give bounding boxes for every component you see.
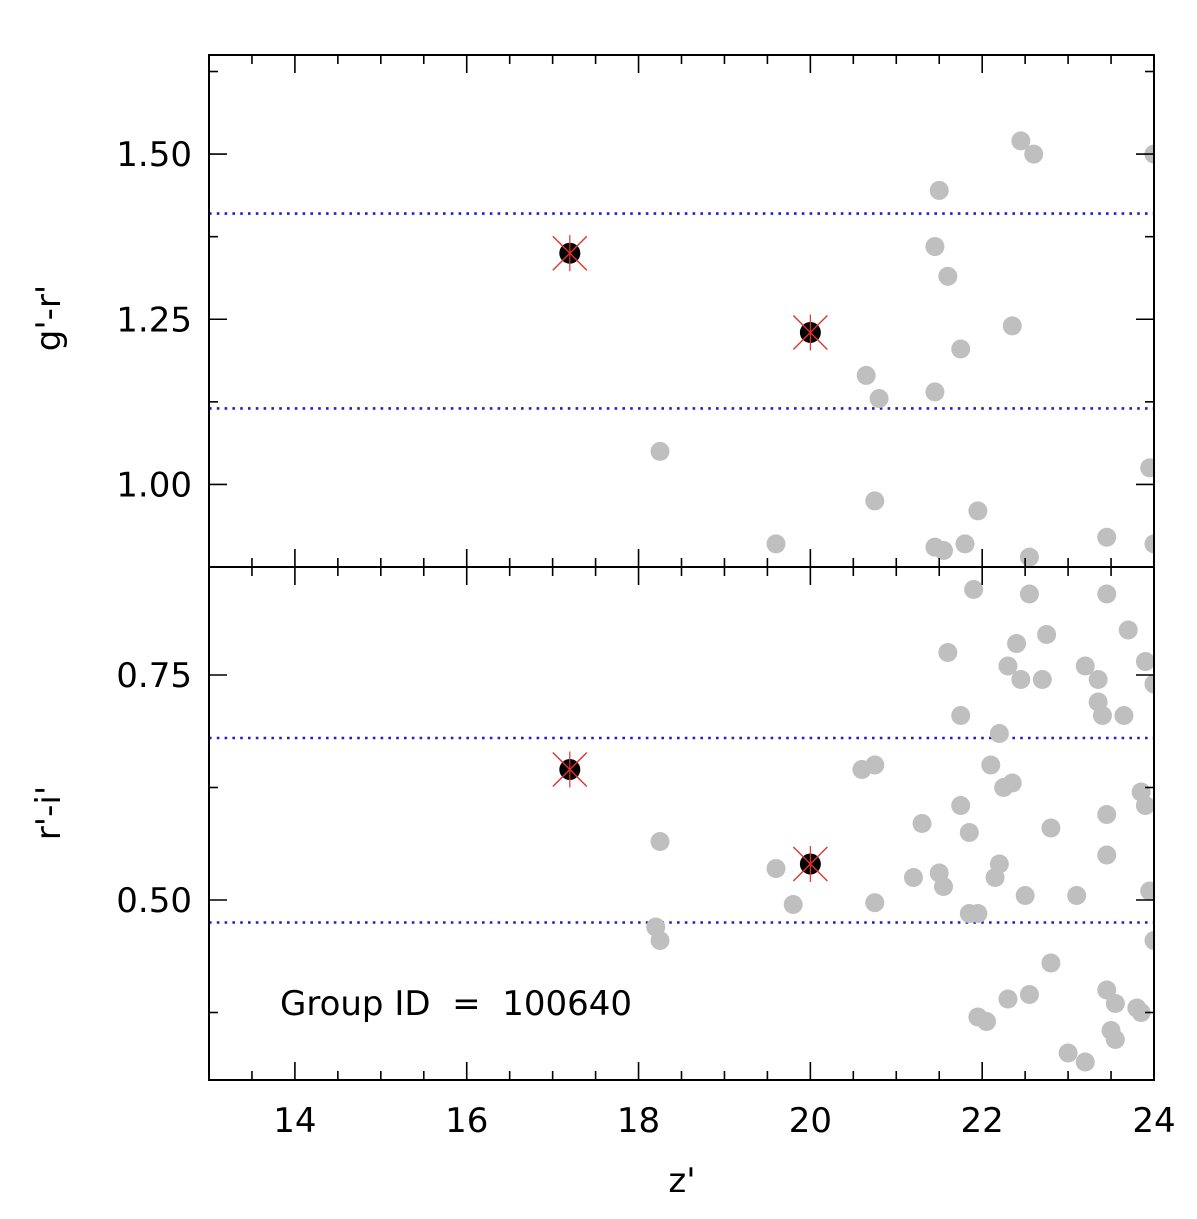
background-point — [951, 796, 971, 815]
background-point — [929, 180, 949, 200]
background-point — [766, 859, 786, 878]
y-axis-label-bottom: r'-i' — [29, 786, 69, 840]
background-point — [925, 382, 945, 402]
background-point — [1032, 670, 1052, 689]
background-point — [1024, 144, 1044, 164]
background-point — [1019, 547, 1039, 567]
x-axis-label: z' — [668, 1161, 695, 1201]
background-point — [981, 755, 1001, 775]
bottom-panel: 14 16 18 20 22 24 0.50 0.75 — [116, 566, 1176, 1141]
y-tick-label: 0.75 — [116, 656, 192, 696]
background-point — [951, 339, 971, 359]
background-point — [989, 724, 1009, 743]
background-point — [1037, 625, 1057, 644]
background-point — [869, 389, 889, 409]
background-point — [938, 643, 958, 662]
background-point — [1019, 985, 1039, 1004]
background-point — [1067, 886, 1087, 905]
background-point — [1105, 994, 1125, 1013]
background-point — [951, 706, 971, 725]
background-point — [1118, 620, 1138, 640]
background-point — [783, 895, 803, 914]
background-point — [1092, 706, 1112, 725]
x-tick-label: 20 — [789, 1101, 832, 1141]
plot-frame — [208, 54, 1155, 568]
background-point — [912, 814, 932, 833]
points-group — [552, 131, 1154, 567]
background-point — [1144, 674, 1154, 694]
background-point — [1002, 773, 1022, 793]
top-panel: 1.00 1.25 1.50 — [116, 54, 1155, 568]
y-tick-label: 1.00 — [116, 465, 192, 505]
background-point — [964, 580, 984, 599]
background-point — [968, 904, 988, 923]
background-point — [1144, 534, 1154, 554]
group-id-annotation: Group ID = 100640 — [280, 984, 632, 1024]
background-point — [856, 365, 876, 385]
background-point — [1114, 706, 1134, 725]
background-point — [1140, 881, 1154, 901]
background-point — [925, 237, 945, 257]
background-point — [1097, 527, 1117, 547]
background-point — [650, 832, 670, 851]
background-point — [959, 823, 979, 842]
background-point — [1041, 953, 1061, 973]
y-tick-label: 0.50 — [116, 881, 192, 921]
background-point — [998, 989, 1018, 1009]
background-point — [1015, 886, 1035, 905]
background-point — [865, 491, 885, 511]
x-tick-label: 18 — [617, 1101, 660, 1141]
background-point — [650, 931, 670, 950]
background-point — [865, 755, 885, 775]
background-point — [938, 266, 958, 286]
background-point — [1011, 670, 1031, 689]
background-point — [1144, 931, 1154, 950]
background-point — [1097, 805, 1117, 824]
background-point — [976, 1012, 996, 1031]
background-point — [1097, 584, 1117, 604]
background-point — [1088, 670, 1108, 689]
background-point — [968, 501, 988, 521]
points-group — [552, 580, 1154, 1072]
background-point — [1019, 584, 1039, 604]
background-point — [1135, 652, 1154, 671]
background-point — [1075, 1052, 1095, 1072]
background-point — [650, 441, 670, 461]
background-point — [903, 868, 923, 887]
y-tick-label: 1.25 — [116, 300, 192, 340]
background-point — [1140, 458, 1154, 478]
background-point — [766, 534, 786, 554]
background-point — [989, 854, 1009, 874]
background-point — [1058, 1043, 1078, 1063]
background-point — [1011, 131, 1031, 151]
background-point — [955, 534, 975, 554]
background-point — [1135, 796, 1154, 815]
background-point — [1002, 316, 1022, 336]
background-point — [934, 540, 954, 560]
background-point — [1075, 656, 1095, 676]
background-point — [934, 877, 954, 896]
y-axis-label-top: g'-r' — [29, 285, 69, 352]
x-tick-label: 24 — [1132, 1101, 1175, 1141]
background-point — [1041, 818, 1061, 838]
x-tick-label: 14 — [273, 1101, 316, 1141]
x-tick-label: 22 — [961, 1101, 1004, 1141]
background-point — [1105, 1030, 1125, 1049]
x-tick-label: 16 — [445, 1101, 488, 1141]
y-tick-label: 1.50 — [116, 135, 192, 175]
background-point — [1131, 1003, 1151, 1022]
background-point — [1007, 634, 1027, 653]
background-point — [865, 893, 885, 913]
background-point — [998, 656, 1018, 676]
background-point — [1097, 845, 1117, 865]
background-point — [1097, 980, 1117, 1000]
